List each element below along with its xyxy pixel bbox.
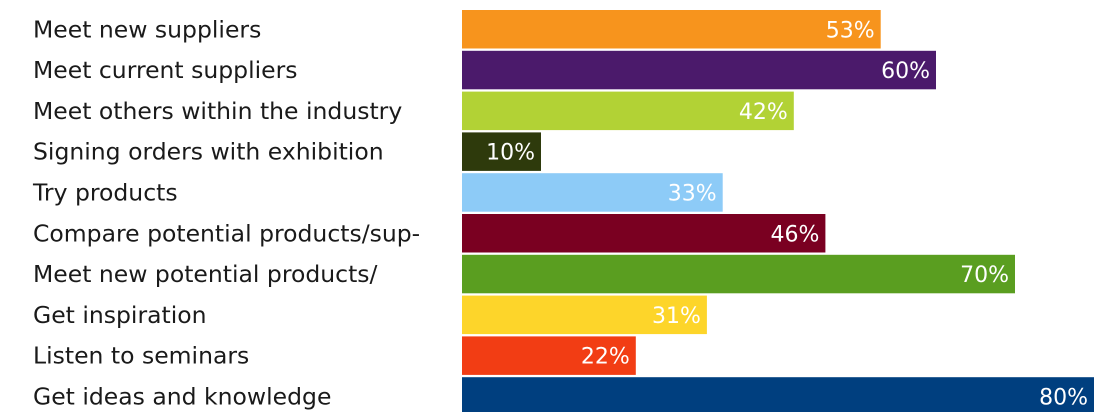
category-label: Meet new suppliers xyxy=(33,15,261,43)
category-label: Meet current suppliers xyxy=(33,56,298,84)
category-label: Get ideas and knowledge xyxy=(33,382,331,410)
category-label: Meet new potential products/ xyxy=(33,260,378,288)
value-label: 53% xyxy=(826,18,875,43)
value-label: 22% xyxy=(581,345,630,370)
category-label: Get inspiration xyxy=(33,301,207,329)
value-label: 46% xyxy=(770,222,819,247)
value-label: 60% xyxy=(881,59,930,84)
value-label: 70% xyxy=(960,263,1009,288)
bar xyxy=(462,254,1015,294)
bar xyxy=(462,173,723,212)
value-labels: 53%60% 42% 10% 33% 46% 70% 31% 22% 80% xyxy=(486,18,1088,410)
bar xyxy=(462,132,541,171)
bar xyxy=(462,295,707,335)
value-label: 42% xyxy=(739,100,788,125)
value-label: 10% xyxy=(486,141,535,166)
bar xyxy=(462,214,826,253)
bars xyxy=(462,10,1094,412)
category-label: Meet others within the industry xyxy=(33,97,402,125)
category-label: Listen to seminars xyxy=(33,342,249,370)
bar xyxy=(462,50,936,90)
category-label: Compare potential products/sup- xyxy=(33,219,420,247)
category-label: Try products xyxy=(32,178,178,206)
category-label: Signing orders with exhibition xyxy=(33,138,384,166)
value-label: 80% xyxy=(1039,385,1088,410)
bar xyxy=(462,377,1094,412)
category-labels: Meet new suppliers Meet current suppliers… xyxy=(32,15,420,410)
value-label: 33% xyxy=(668,181,717,206)
bar xyxy=(462,336,636,375)
value-label: 31% xyxy=(652,304,701,329)
bar xyxy=(462,10,881,49)
bar xyxy=(462,91,794,131)
